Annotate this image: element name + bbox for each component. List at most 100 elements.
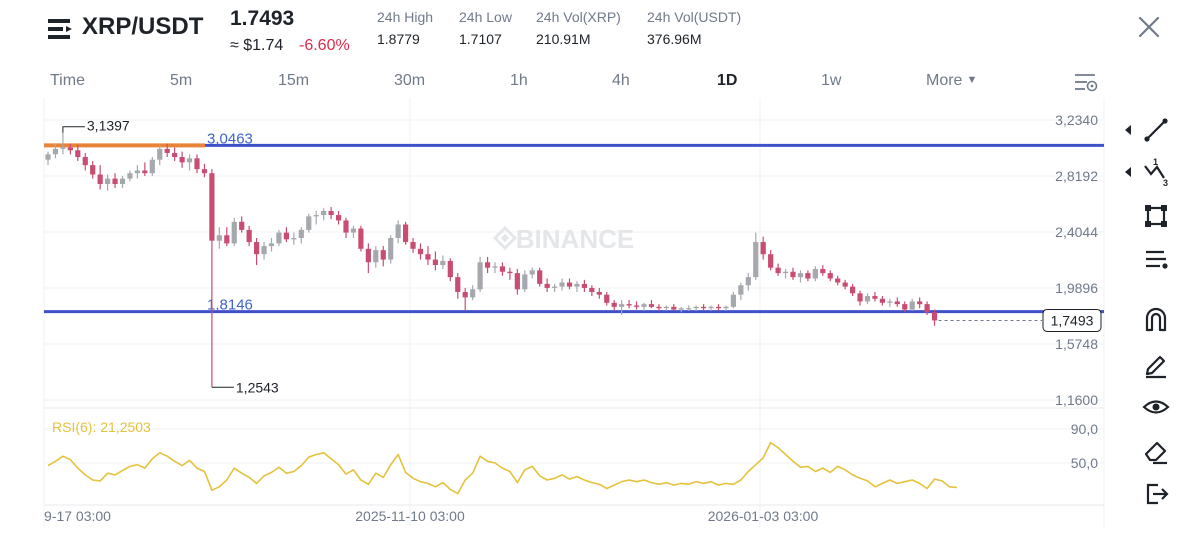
candle-body bbox=[581, 283, 587, 288]
candle-body bbox=[633, 305, 640, 307]
candle-body bbox=[812, 269, 818, 279]
candle-body bbox=[157, 148, 163, 160]
candle-body bbox=[350, 228, 357, 233]
candle-body bbox=[97, 174, 103, 184]
candle-body bbox=[797, 273, 804, 278]
price-change-percent: -6.60% bbox=[299, 37, 350, 54]
annotations: 3,1397 1,2543 bbox=[62, 118, 1042, 395]
candle-body bbox=[730, 294, 736, 307]
candle-body bbox=[648, 304, 655, 307]
candle-body bbox=[768, 254, 774, 268]
candle-body bbox=[499, 266, 506, 272]
candle-body bbox=[380, 250, 386, 260]
candle-body bbox=[902, 304, 908, 310]
candle-body bbox=[239, 221, 245, 230]
candle-body bbox=[417, 248, 424, 255]
stat-24h-high: 24h High 1.8779 bbox=[377, 9, 433, 47]
candle-body bbox=[894, 301, 900, 305]
tab-1h[interactable]: 1h bbox=[510, 72, 528, 89]
candle-body bbox=[105, 178, 111, 184]
fib-tool[interactable] bbox=[1140, 243, 1172, 275]
stat-value: 1.7107 bbox=[459, 31, 502, 47]
candle-body bbox=[701, 306, 707, 309]
pattern-tool[interactable]: 1 3 bbox=[1140, 156, 1172, 188]
chart-settings-icon[interactable] bbox=[1073, 71, 1099, 93]
magnet-tool[interactable] bbox=[1140, 304, 1172, 336]
candle-body bbox=[186, 158, 193, 163]
tab-30m[interactable]: 30m bbox=[394, 72, 426, 89]
rsi-axis-label: 50,0 bbox=[1071, 455, 1098, 471]
trend-line-tool[interactable] bbox=[1140, 114, 1172, 146]
candle-body bbox=[209, 173, 215, 241]
candle-body bbox=[537, 270, 543, 284]
exit-tool[interactable] bbox=[1140, 478, 1172, 510]
candle-body bbox=[738, 285, 744, 295]
candle-body bbox=[52, 148, 59, 155]
x-axis-label: 2025-11-10 03:00 bbox=[355, 508, 465, 524]
expand-caret-icon[interactable] bbox=[1123, 124, 1133, 136]
tab-time[interactable]: Time bbox=[50, 72, 85, 89]
close-icon[interactable] bbox=[1136, 14, 1162, 40]
candle-body bbox=[254, 242, 260, 255]
current-price-tag bbox=[1042, 308, 1102, 332]
candle-body bbox=[760, 242, 766, 255]
candle-body bbox=[60, 147, 66, 149]
candle-body bbox=[782, 271, 789, 274]
horizontal-lines[interactable]: 3,0463 1,8146 bbox=[44, 130, 1104, 314]
stat-value: 1.8779 bbox=[377, 31, 420, 47]
header: XRP/USDT 1.7493 ≈ $1.74 -6.60% 24h High … bbox=[0, 0, 1200, 64]
candle-body bbox=[544, 283, 550, 288]
candle-body bbox=[90, 165, 96, 175]
candle-body bbox=[335, 215, 342, 221]
svg-text:3: 3 bbox=[1163, 178, 1168, 188]
stat-24h-vol-quote: 24h Vol(USDT) 376.96M bbox=[647, 9, 741, 47]
candle-body bbox=[388, 237, 394, 260]
logo-center bbox=[500, 233, 510, 243]
stat-value: 210.91M bbox=[536, 31, 591, 47]
stat-label: 24h Vol(USDT) bbox=[647, 9, 742, 25]
candle-body bbox=[179, 156, 185, 163]
last-price: 1.7493 bbox=[230, 7, 295, 30]
candle-body bbox=[678, 308, 684, 310]
candle-body bbox=[67, 147, 73, 151]
stat-label: 24h Low bbox=[459, 9, 512, 25]
candle-body bbox=[909, 301, 915, 310]
tab-1d[interactable]: 1D bbox=[717, 72, 738, 89]
candle-body bbox=[425, 254, 431, 260]
rsi-label: RSI(6): 21,2503 bbox=[52, 419, 151, 435]
tab-5m[interactable]: 5m bbox=[170, 72, 193, 89]
menu-icon[interactable] bbox=[48, 18, 74, 40]
candle-body bbox=[864, 296, 871, 302]
chart-area[interactable]: BINANCE 3,0463 1,8146 3,1397 1,2543 3,2340… bbox=[0, 98, 1120, 540]
candle-body bbox=[470, 289, 476, 298]
timeframe-tabs: Time 5m 15m 30m 1h 4h 1D 1w More ▼ bbox=[0, 66, 1110, 98]
candle-body bbox=[127, 173, 133, 179]
high-price-annotation: 3,1397 bbox=[87, 118, 130, 134]
candle-body bbox=[283, 232, 289, 240]
hline-resistance-label: 3,0463 bbox=[207, 130, 253, 147]
y-axis-label: 1,1600 bbox=[1055, 392, 1098, 408]
y-axis-label: 2,4044 bbox=[1055, 224, 1098, 240]
candle-body bbox=[142, 170, 148, 174]
expand-caret-icon[interactable] bbox=[1123, 166, 1133, 178]
trend-line-icon bbox=[1144, 118, 1168, 142]
candle-body bbox=[879, 298, 885, 303]
tab-15m[interactable]: 15m bbox=[278, 72, 310, 89]
tab-4h[interactable]: 4h bbox=[612, 72, 630, 89]
candlestick-chart[interactable]: BINANCE 3,0463 1,8146 3,1397 1,2543 3,2340… bbox=[0, 98, 1120, 540]
candle-body bbox=[671, 306, 677, 310]
candle-body bbox=[522, 274, 528, 290]
eraser-tool[interactable] bbox=[1140, 435, 1172, 467]
chart-grid bbox=[43, 98, 1105, 527]
candle-body bbox=[492, 266, 498, 268]
candle-body bbox=[656, 306, 662, 309]
caret-down-icon: ▼ bbox=[966, 74, 978, 86]
shape-tool[interactable] bbox=[1140, 200, 1172, 232]
candle-body bbox=[611, 302, 617, 307]
visibility-tool[interactable] bbox=[1140, 391, 1172, 423]
brush-tool[interactable] bbox=[1140, 347, 1172, 379]
tab-1w[interactable]: 1w bbox=[821, 72, 842, 89]
candle-body bbox=[119, 178, 126, 184]
tab-more[interactable]: More ▼ bbox=[926, 72, 977, 90]
pair-title[interactable]: XRP/USDT bbox=[82, 13, 204, 40]
